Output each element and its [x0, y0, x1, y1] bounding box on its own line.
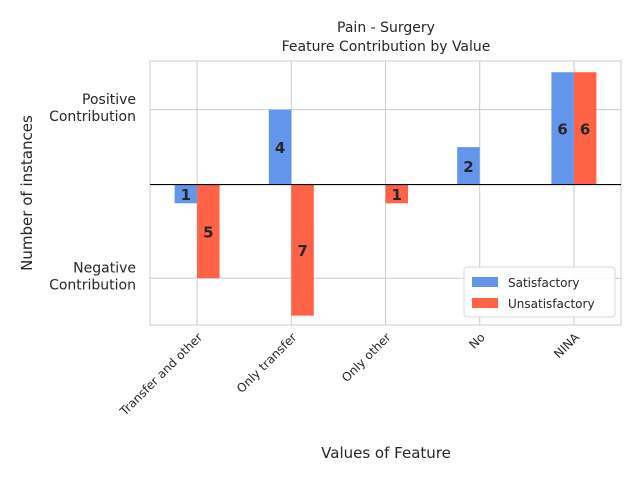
x-tick-label-4: NINA — [551, 330, 582, 361]
x-tick-label-3: No — [466, 330, 487, 351]
y-tick-label: Positive Contribution — [49, 92, 136, 125]
x-axis-label: Values of Feature — [321, 444, 451, 462]
bar-satisfactory-1 — [268, 109, 292, 185]
x-tick-labels: Transfer and other Only transfer Only othe… — [117, 330, 583, 419]
legend: Satisfactory Unsatisfactory — [463, 266, 616, 318]
bar-unsatisfactory-0 — [197, 184, 220, 279]
y-axis-label: Number of instances — [18, 115, 36, 271]
y-tick-label: Negative Contribution — [49, 261, 136, 294]
bar-satisfactory-4 — [551, 72, 574, 185]
bar-value-label-unsatisfactory-4: 6 — [580, 120, 590, 138]
bar-unsatisfactory-2 — [385, 184, 408, 204]
legend-box — [463, 266, 616, 318]
bars — [174, 72, 597, 316]
bar-unsatisfactory-4 — [573, 72, 597, 185]
bar-value-label-unsatisfactory-1: 7 — [297, 242, 307, 260]
chart-subtitle: Feature Contribution by Value — [282, 39, 491, 55]
bar-value-label-unsatisfactory-0: 5 — [203, 223, 213, 241]
bar-value-label-unsatisfactory-2: 1 — [392, 186, 402, 204]
bar-satisfactory-0 — [174, 184, 198, 204]
bar-unsatisfactory-1 — [291, 184, 314, 316]
x-tick-label-1: Only transfer — [234, 330, 300, 396]
legend-label-unsatisfactory: Unsatisfactory — [508, 297, 595, 311]
bar-value-label-satisfactory-0: 1 — [181, 186, 191, 204]
bar-value-label-satisfactory-1: 4 — [275, 139, 285, 157]
bar-value-labels: 1 4 2 6 5 7 1 6 — [181, 120, 591, 260]
y-tick-labels: Positive Contribution Negative Contribution — [49, 92, 136, 294]
x-tick-label-2: Only other — [339, 330, 394, 385]
legend-label-satisfactory: Satisfactory — [508, 276, 580, 290]
x-tick-label-0: Transfer and other — [117, 330, 206, 419]
plot-area-frame — [149, 60, 622, 326]
legend-swatch-unsatisfactory — [472, 298, 498, 308]
bar-value-label-satisfactory-3: 2 — [463, 158, 473, 176]
legend-swatch-satisfactory — [472, 277, 498, 287]
bar-satisfactory-3 — [457, 147, 480, 185]
bar-value-label-satisfactory-4: 6 — [557, 120, 567, 138]
chart-title: Pain - Surgery — [337, 20, 435, 36]
